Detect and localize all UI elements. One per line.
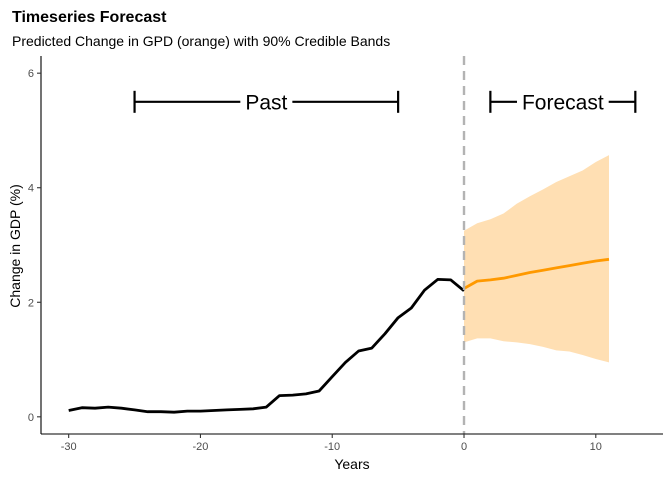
annotation-label: Forecast (522, 91, 604, 114)
credible-band (464, 155, 609, 363)
plot-area: Past Forecast -30 -20 -10 0 10 0 2 4 6 (28, 56, 663, 453)
x-tick-label: 10 (590, 441, 602, 453)
x-tick-label: -20 (193, 441, 209, 453)
x-axis-title: Years (334, 456, 369, 472)
x-tick-label: -30 (61, 441, 77, 453)
x-tick-label: -10 (324, 441, 340, 453)
series-line-forecast (463, 257, 610, 290)
series-line-past (68, 278, 465, 414)
chart-title: Timeseries Forecast (12, 9, 167, 26)
x-tick-label: 0 (461, 441, 467, 453)
y-tick-label: 6 (28, 68, 34, 80)
y-tick-label: 2 (28, 297, 34, 309)
annotation-forecast: Forecast (489, 90, 637, 114)
y-axis-title: Change in GDP (%) (7, 184, 23, 307)
annotation-label: Past (245, 91, 287, 114)
chart-subtitle: Predicted Change in GPD (orange) with 90… (12, 33, 390, 49)
y-tick-label: 0 (28, 412, 34, 424)
y-tick-label: 4 (28, 183, 34, 195)
annotation-past: Past (133, 90, 400, 114)
